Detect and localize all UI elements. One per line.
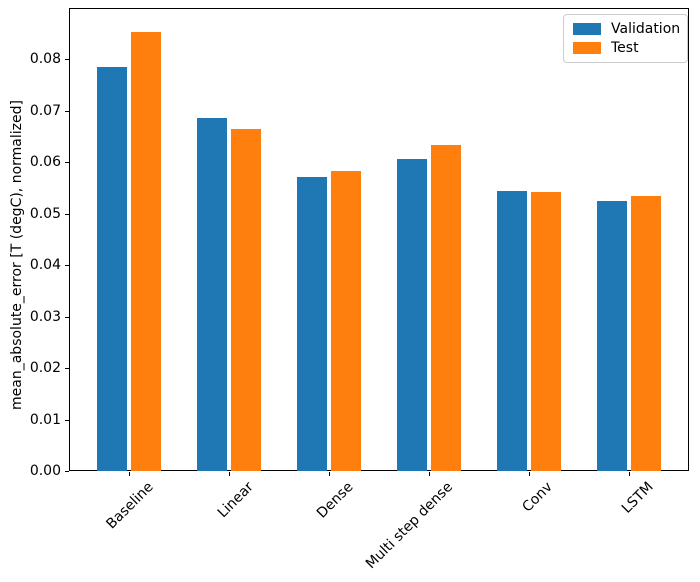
y-tick-mark [65, 316, 69, 318]
y-tick-label: 0.05 [29, 205, 61, 222]
y-tick-label: 0.06 [29, 154, 61, 171]
bar-test-conv [530, 191, 561, 471]
y-tick-mark [65, 59, 69, 61]
bar-test-lstm [630, 196, 661, 471]
y-tick-mark [65, 471, 69, 472]
y-tick-label: 0.07 [29, 102, 61, 119]
x-tick-label-baseline: Baseline [103, 479, 157, 533]
x-tick-mark [428, 472, 430, 476]
y-tick-label: 0.03 [29, 308, 61, 325]
plot-area [69, 8, 689, 471]
x-tick-mark [329, 472, 331, 476]
y-tick-label: 0.08 [29, 51, 61, 68]
bar-validation-multi-step-dense [396, 158, 427, 471]
bar-test-linear [231, 128, 262, 471]
legend-label-validation: Validation [611, 21, 681, 37]
x-tick-mark [528, 472, 530, 476]
x-tick-label-multi-step-dense: Multi step dense [363, 479, 457, 573]
y-tick-mark [65, 419, 69, 421]
y-tick-mark [65, 162, 69, 164]
y-tick-mark [65, 368, 69, 370]
y-tick-label: 0.02 [29, 360, 61, 377]
x-tick-mark [628, 472, 630, 476]
bar-validation-lstm [596, 201, 627, 471]
legend-swatch-test [573, 42, 601, 54]
bar-validation-conv [496, 190, 527, 471]
y-tick-label: 0.00 [29, 463, 61, 479]
bar-test-multi-step-dense [430, 144, 461, 471]
bar-validation-dense [297, 176, 328, 471]
y-tick-mark [65, 213, 69, 215]
bar-validation-linear [197, 117, 228, 471]
y-tick-mark [65, 265, 69, 267]
legend-item-validation: Validation [573, 21, 681, 37]
x-tick-label-dense: Dense [313, 479, 357, 522]
legend: Validation Test [563, 14, 688, 63]
legend-swatch-validation [573, 23, 601, 35]
bar-test-baseline [131, 31, 162, 471]
x-tick-mark [229, 472, 231, 476]
x-tick-label-linear: Linear [214, 479, 257, 522]
y-tick-label: 0.01 [29, 411, 61, 428]
bar-test-dense [331, 171, 361, 471]
legend-label-test: Test [611, 40, 639, 56]
x-tick-label-conv: Conv [519, 479, 557, 516]
y-tick-mark [65, 110, 69, 112]
x-tick-label-lstm: LSTM [618, 479, 657, 517]
x-tick-mark [129, 472, 131, 476]
y-tick-label: 0.04 [29, 257, 61, 274]
legend-item-test: Test [573, 40, 678, 56]
bar-validation-baseline [97, 66, 128, 471]
